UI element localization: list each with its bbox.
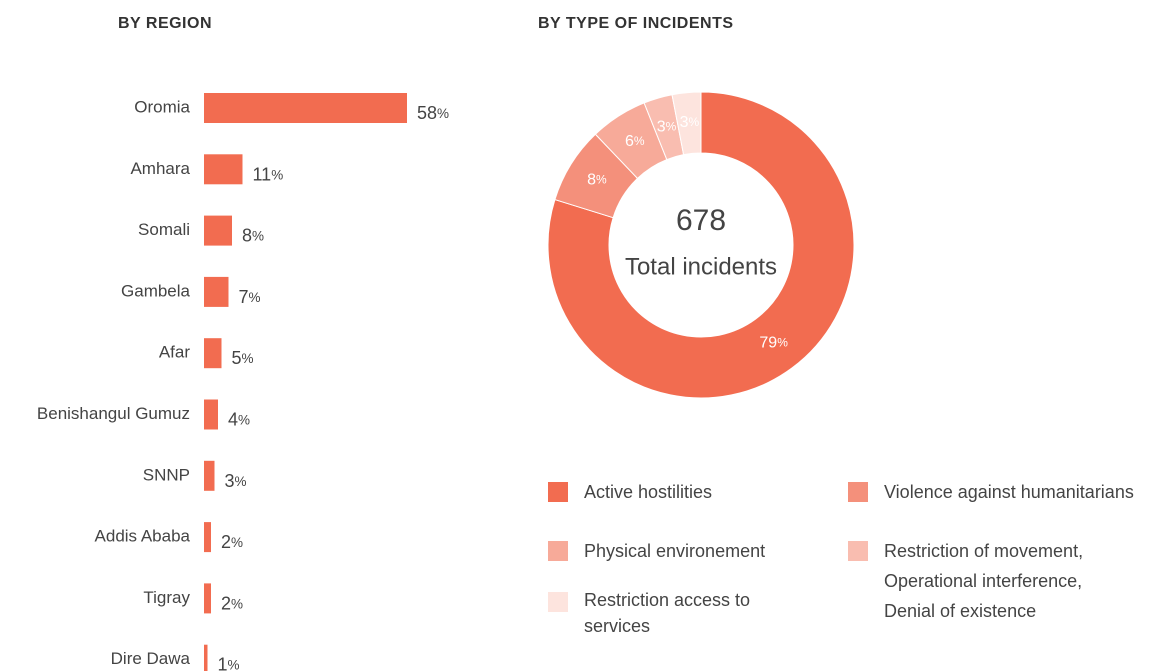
value-label: 11% <box>253 164 284 184</box>
legend-item: Restriction access to services <box>548 587 784 639</box>
legend-label: Restriction of movement, Operational int… <box>884 541 1084 621</box>
donut-slice <box>547 91 855 399</box>
bar <box>204 215 232 246</box>
category-label: Oromia <box>134 97 190 116</box>
value-label: 4% <box>228 409 250 429</box>
bar <box>204 154 243 185</box>
value-label: 3% <box>225 471 247 491</box>
legend-swatch <box>548 541 568 561</box>
donut-slice <box>671 91 702 156</box>
category-label: Afar <box>159 343 191 362</box>
legend-item: Active hostilities <box>548 477 844 507</box>
legend-swatch <box>548 482 568 502</box>
bar-title: BY REGION <box>118 15 212 32</box>
category-label: Tigray <box>143 588 190 607</box>
donut-title: BY TYPE OF INCIDENTS <box>538 15 734 32</box>
legend-label: Active hostilities <box>584 482 713 502</box>
category-label: Gambela <box>121 281 191 300</box>
legend-label: Violence against humanitarians <box>884 482 1134 502</box>
legend-swatch <box>848 482 868 502</box>
slice-label: 3% <box>657 119 677 136</box>
center-label: Total incidents <box>625 253 777 280</box>
value-label: 5% <box>232 348 254 368</box>
legend-item: Violence against humanitarians <box>848 477 1168 507</box>
slice-label: 8% <box>587 172 607 189</box>
legend-swatch <box>848 541 868 561</box>
value-label: 2% <box>221 532 243 552</box>
value-label: 2% <box>221 593 243 613</box>
value-label: 7% <box>239 287 261 307</box>
value-label: 1% <box>218 654 240 671</box>
bar <box>204 93 407 123</box>
category-label: Addis Ababa <box>95 527 191 546</box>
legend-item: Physical environement <box>548 536 844 566</box>
bar <box>204 276 229 307</box>
legend-label: Restriction access to services <box>584 590 751 636</box>
category-label: Benishangul Gumuz <box>37 404 190 423</box>
slice-label: 3% <box>680 114 700 131</box>
category-label: Somali <box>138 220 190 239</box>
legend-swatch <box>548 592 568 612</box>
slice-label: 6% <box>625 133 645 150</box>
legend-item: Restriction of movement, Operational int… <box>848 536 1124 626</box>
value-label: 8% <box>242 225 264 245</box>
bar <box>204 522 211 553</box>
bar <box>204 338 222 369</box>
category-label: Amhara <box>130 159 190 178</box>
center-total: 678 <box>676 204 726 237</box>
category-label: SNNP <box>143 465 190 484</box>
slice-label: 79% <box>759 335 788 352</box>
bar <box>204 583 211 614</box>
bar <box>204 399 218 430</box>
value-label: 58% <box>417 103 449 123</box>
bar <box>204 460 215 491</box>
legend-label: Physical environement <box>584 541 766 561</box>
category-label: Dire Dawa <box>111 649 191 668</box>
bar <box>204 644 208 671</box>
